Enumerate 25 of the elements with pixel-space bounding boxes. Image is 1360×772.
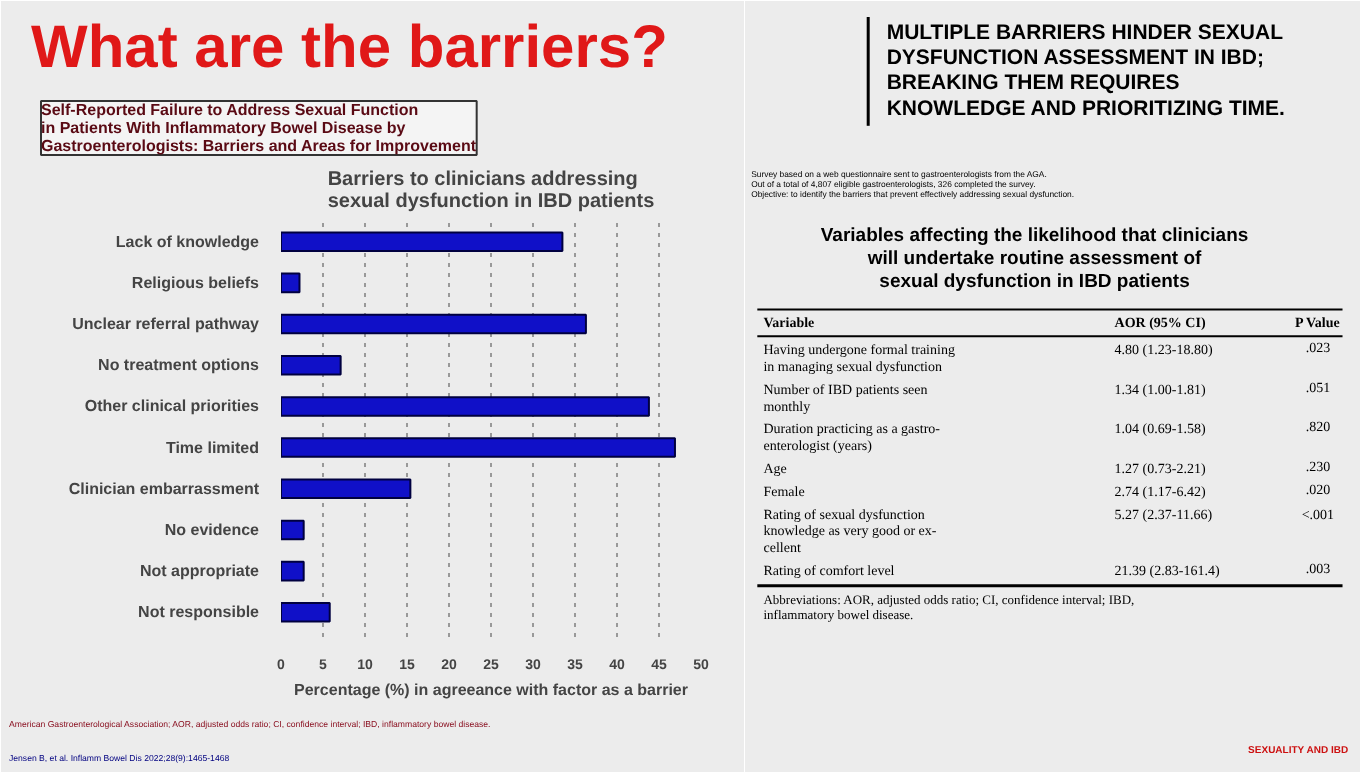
bar [281, 313, 587, 335]
bar [281, 231, 564, 252]
bar [281, 602, 331, 623]
legend-title: Barriers to clinicians addressing sexual dysfunction in IBD patients [327, 169, 656, 213]
x-axis-title: Percentage (%) in agreeance with factor as a barrier [294, 681, 688, 699]
y-tick-label: Unclear referral pathway [72, 315, 261, 334]
bar [281, 396, 650, 417]
bar [281, 272, 301, 294]
bar [281, 478, 412, 500]
y-tick-label: No evidence [164, 520, 261, 539]
text: Variables affecting the likelihood that clinicians will undertake routine assessment of sexual dysfunction in IBD patients [820, 225, 1249, 293]
y-tick-label: Not responsible [138, 603, 261, 622]
y-tick-label: Not appropriate [139, 562, 261, 581]
y-tick-label: Other clinical priorities [84, 397, 261, 416]
bar [281, 519, 305, 541]
y-tick-label: Clinician embarrassment [68, 479, 260, 498]
y-tick-label: Time limited [165, 438, 260, 457]
y-tick-label: Lack of knowledge [115, 232, 261, 251]
y-tick-label: No treatment options [98, 356, 261, 375]
chart-title: What are the barriers? [31, 15, 668, 81]
bar [281, 437, 676, 458]
bar [281, 560, 305, 582]
text: MULTIPLE BARRIERS HINDER SEXUAL DYSFUNCTION ASSESSMENT IN IBD; BREAKING THEM REQUIRES KNOWLEDGE AND PRIORITIZING TIME. [886, 21, 1286, 121]
bar [281, 354, 342, 376]
y-tick-label: Religious beliefs [131, 273, 261, 292]
